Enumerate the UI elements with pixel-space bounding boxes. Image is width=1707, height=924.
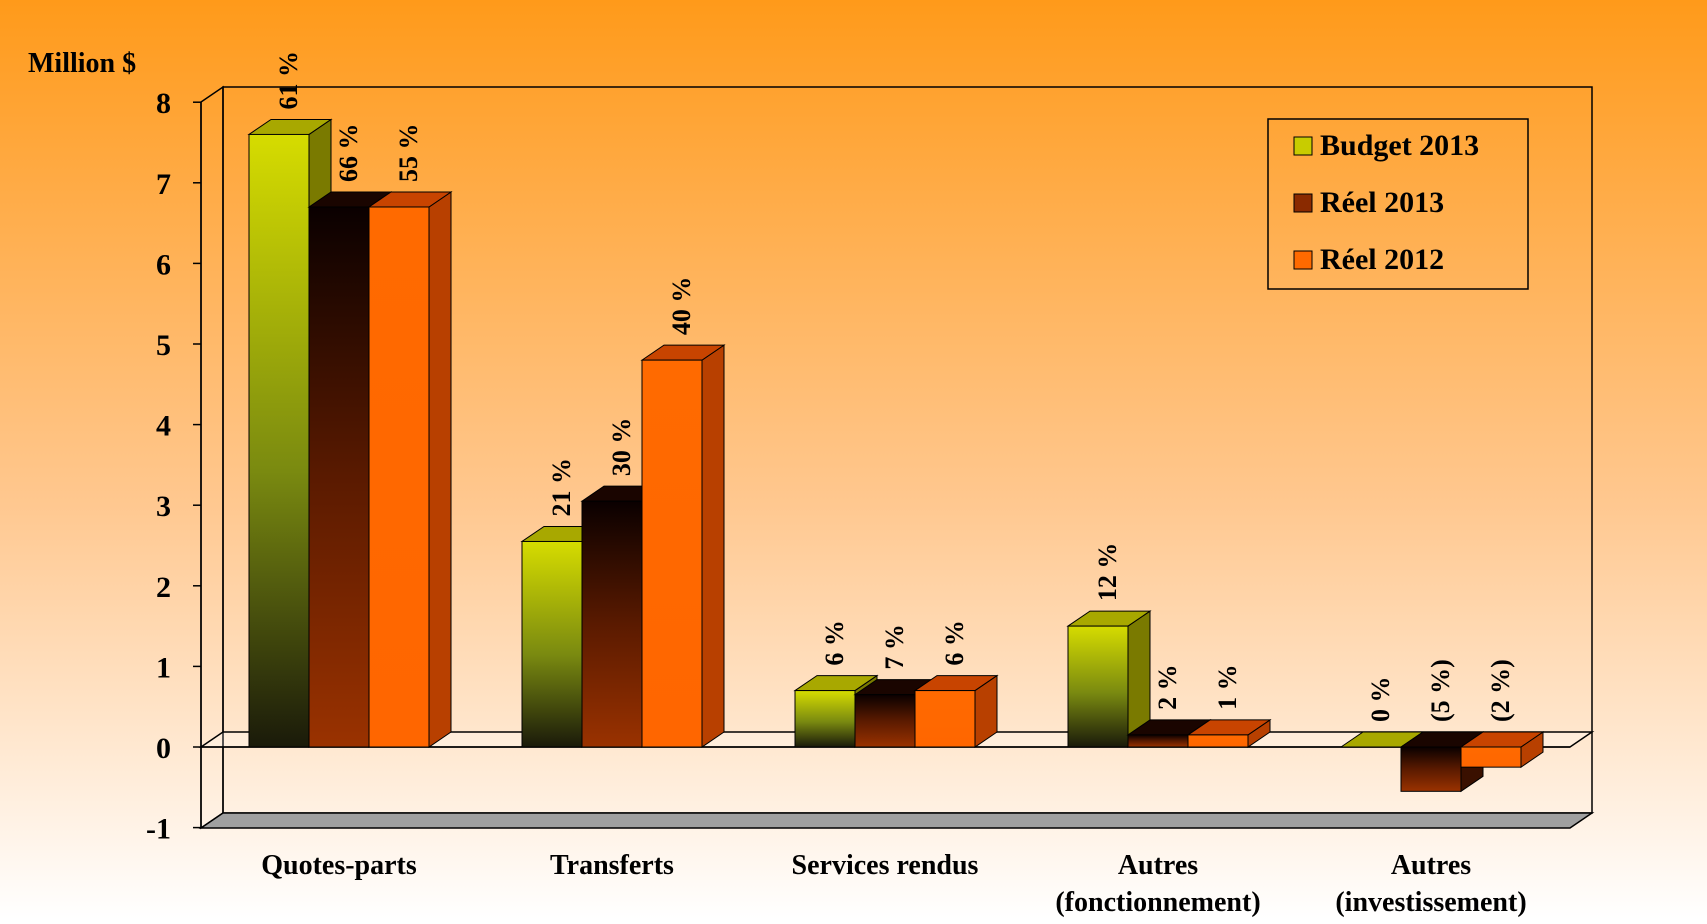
y-tick-label: 7	[156, 168, 171, 201]
data-label: (5 %)	[1426, 659, 1455, 722]
bar	[640, 344, 726, 748]
y-tick-label: 5	[156, 329, 171, 362]
legend-label: Budget 2013	[1320, 129, 1479, 162]
bar-front	[854, 694, 916, 748]
bar-front	[308, 206, 370, 748]
y-tick-label: 6	[156, 248, 171, 281]
data-label: 7 %	[880, 624, 909, 670]
y-tick-label: -1	[146, 813, 171, 846]
bar	[1066, 610, 1152, 748]
data-label: 6 %	[820, 620, 849, 666]
y-axis: 8 7 6 5 4 3 2 1 0 -1	[146, 87, 202, 846]
data-label: (2 %)	[1486, 659, 1515, 722]
floor	[198, 812, 1595, 829]
bar-front	[1187, 734, 1249, 748]
bar-front	[1067, 625, 1129, 748]
data-label: 0 %	[1366, 677, 1395, 723]
y-tick-label: 8	[156, 87, 171, 120]
bar	[1186, 718, 1272, 748]
plot-frame	[198, 85, 1595, 830]
legend: Budget 2013 Réel 2013 Réel 2012	[1267, 118, 1529, 290]
bar-front	[248, 133, 310, 748]
x-axis: Quotes-parts Transferts Services rendus Aut…	[261, 850, 1526, 918]
bar-front	[794, 690, 856, 748]
bar-side	[701, 344, 725, 748]
data-label: 66 %	[334, 123, 363, 182]
y-tick-label: 4	[156, 410, 171, 443]
bar-front	[1400, 746, 1462, 792]
legend-label: Réel 2012	[1320, 243, 1444, 276]
bar	[367, 191, 453, 748]
data-label: 1 %	[1213, 664, 1242, 710]
data-label: 55 %	[394, 123, 423, 182]
x-tick-label: Quotes-parts	[261, 850, 417, 881]
y-tick-label: 2	[156, 571, 171, 604]
bar-side	[428, 191, 452, 748]
bars-group	[247, 118, 1545, 793]
data-labels: 61 % 66 % 55 % 21 % 30 % 40 % 6 % 7 % 6 % 12 % 2 %…	[274, 51, 1515, 722]
bar-front	[368, 206, 430, 748]
data-label: 6 %	[940, 620, 969, 666]
bar-front	[914, 690, 976, 748]
y-axis-title: Million $	[28, 48, 136, 79]
bar-front	[521, 540, 583, 748]
legend-box	[1267, 118, 1529, 290]
bar	[913, 674, 999, 748]
legend-swatch	[1293, 193, 1313, 213]
y-tick-label: 1	[156, 651, 171, 684]
x-tick-label: Services rendus	[792, 850, 979, 881]
bar-front	[1127, 734, 1189, 748]
data-label: 2 %	[1153, 664, 1182, 710]
x-tick-label: (investissement)	[1335, 887, 1526, 918]
legend-swatch	[1293, 250, 1313, 270]
bar-front	[581, 500, 643, 748]
y-tick-label: 0	[156, 732, 171, 765]
x-tick-label: Autres	[1391, 850, 1471, 881]
x-tick-label: Autres	[1118, 850, 1198, 881]
x-tick-label: (fonctionnement)	[1055, 887, 1260, 918]
data-label: 21 %	[547, 458, 576, 517]
data-label: 40 %	[667, 277, 696, 336]
bar-front	[1460, 746, 1522, 768]
data-label: 12 %	[1093, 543, 1122, 602]
x-tick-label: Transferts	[550, 850, 674, 881]
bar-front	[641, 359, 703, 748]
data-label: 30 %	[607, 418, 636, 477]
legend-swatch	[1293, 136, 1313, 156]
bar	[1459, 731, 1545, 769]
data-label: 61 %	[274, 51, 303, 110]
y-tick-label: 3	[156, 490, 171, 523]
legend-label: Réel 2013	[1320, 186, 1444, 219]
